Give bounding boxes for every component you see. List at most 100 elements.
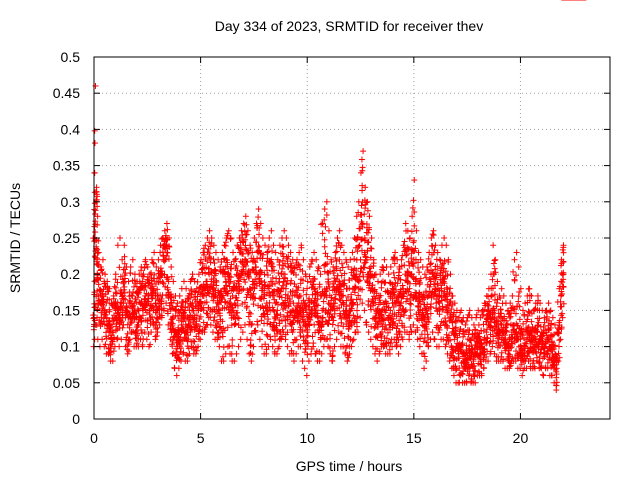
data-point xyxy=(139,312,146,319)
data-point xyxy=(447,271,454,278)
data-point xyxy=(465,311,472,318)
data-point xyxy=(120,286,127,293)
data-point xyxy=(118,318,125,325)
data-point xyxy=(242,213,249,220)
x-tick-label: 0 xyxy=(90,430,98,446)
data-point xyxy=(91,127,98,134)
data-point xyxy=(364,207,371,214)
data-point xyxy=(361,211,368,218)
data-point xyxy=(264,248,271,255)
data-point xyxy=(109,358,116,365)
data-point xyxy=(392,249,399,256)
data-point xyxy=(256,231,263,238)
data-point xyxy=(511,256,518,263)
data-point xyxy=(301,365,308,372)
data-point xyxy=(553,379,560,386)
data-point xyxy=(178,303,185,310)
y-tick-label: 0.4 xyxy=(61,121,81,137)
x-tick-label: 20 xyxy=(513,430,529,446)
data-point xyxy=(94,250,101,257)
data-point xyxy=(333,336,340,343)
data-point xyxy=(407,307,414,314)
data-point xyxy=(268,227,275,234)
data-point xyxy=(247,242,254,249)
data-point xyxy=(114,279,121,286)
data-point xyxy=(516,316,523,323)
data-point xyxy=(163,220,170,227)
data-point xyxy=(475,321,482,328)
x-tick-label: 10 xyxy=(299,430,315,446)
data-point xyxy=(97,275,104,282)
x-tick-labels: 0 5 10 15 20 xyxy=(90,430,528,446)
data-point xyxy=(107,351,114,358)
data-point xyxy=(202,242,209,249)
data-point xyxy=(121,283,128,290)
data-point xyxy=(124,330,131,337)
data-point xyxy=(558,292,565,299)
data-point xyxy=(109,329,116,336)
data-point xyxy=(488,292,495,299)
data-point xyxy=(135,289,142,296)
data-point xyxy=(224,343,231,350)
data-point xyxy=(132,329,139,336)
data-point xyxy=(410,239,417,246)
data-point xyxy=(385,271,392,278)
data-point xyxy=(365,229,372,236)
x-tick-label: 5 xyxy=(197,430,205,446)
data-point xyxy=(344,358,351,365)
data-point xyxy=(161,227,168,234)
data-point xyxy=(125,278,132,285)
data-point xyxy=(247,337,254,344)
data-point xyxy=(329,347,336,354)
data-point xyxy=(99,336,106,343)
data-point xyxy=(247,342,254,349)
data-point xyxy=(367,263,374,270)
data-point xyxy=(194,278,201,285)
data-point xyxy=(94,272,101,279)
data-point xyxy=(135,322,142,329)
data-point xyxy=(126,324,133,331)
data-point xyxy=(281,227,288,234)
y-tick-label: 0.2 xyxy=(61,266,81,282)
data-point xyxy=(491,257,498,264)
data-point xyxy=(103,300,110,307)
data-point xyxy=(117,306,124,313)
data-point xyxy=(112,327,119,334)
data-point xyxy=(111,283,118,290)
y-axis-title: SRMTID / TECUs xyxy=(7,183,23,293)
data-point xyxy=(191,338,198,345)
data-point xyxy=(174,300,181,307)
data-point xyxy=(135,294,142,301)
data-point xyxy=(537,364,544,371)
data-point xyxy=(283,235,290,241)
data-point xyxy=(91,140,98,147)
data-point xyxy=(395,269,402,276)
data-point xyxy=(183,285,190,292)
data-point xyxy=(139,278,146,285)
data-point xyxy=(102,333,109,340)
data-point xyxy=(139,341,146,348)
data-point xyxy=(125,337,132,344)
data-point xyxy=(143,336,150,343)
data-point xyxy=(114,335,121,342)
data-point xyxy=(206,227,213,234)
data-point xyxy=(233,350,240,357)
y-tick-label: 0.25 xyxy=(53,230,80,246)
data-point xyxy=(264,267,271,274)
data-point xyxy=(170,278,177,285)
data-point xyxy=(513,272,520,279)
data-point xyxy=(303,333,310,340)
data-point xyxy=(99,269,106,276)
data-point xyxy=(212,249,219,256)
data-point xyxy=(124,342,131,349)
data-point xyxy=(130,288,137,295)
data-point xyxy=(93,191,100,198)
data-point xyxy=(556,337,563,344)
data-point xyxy=(200,245,207,252)
data-point xyxy=(315,263,322,270)
data-point xyxy=(259,235,266,241)
data-point xyxy=(144,324,151,331)
data-point xyxy=(94,221,101,228)
data-point xyxy=(351,256,358,263)
data-point xyxy=(103,309,110,316)
